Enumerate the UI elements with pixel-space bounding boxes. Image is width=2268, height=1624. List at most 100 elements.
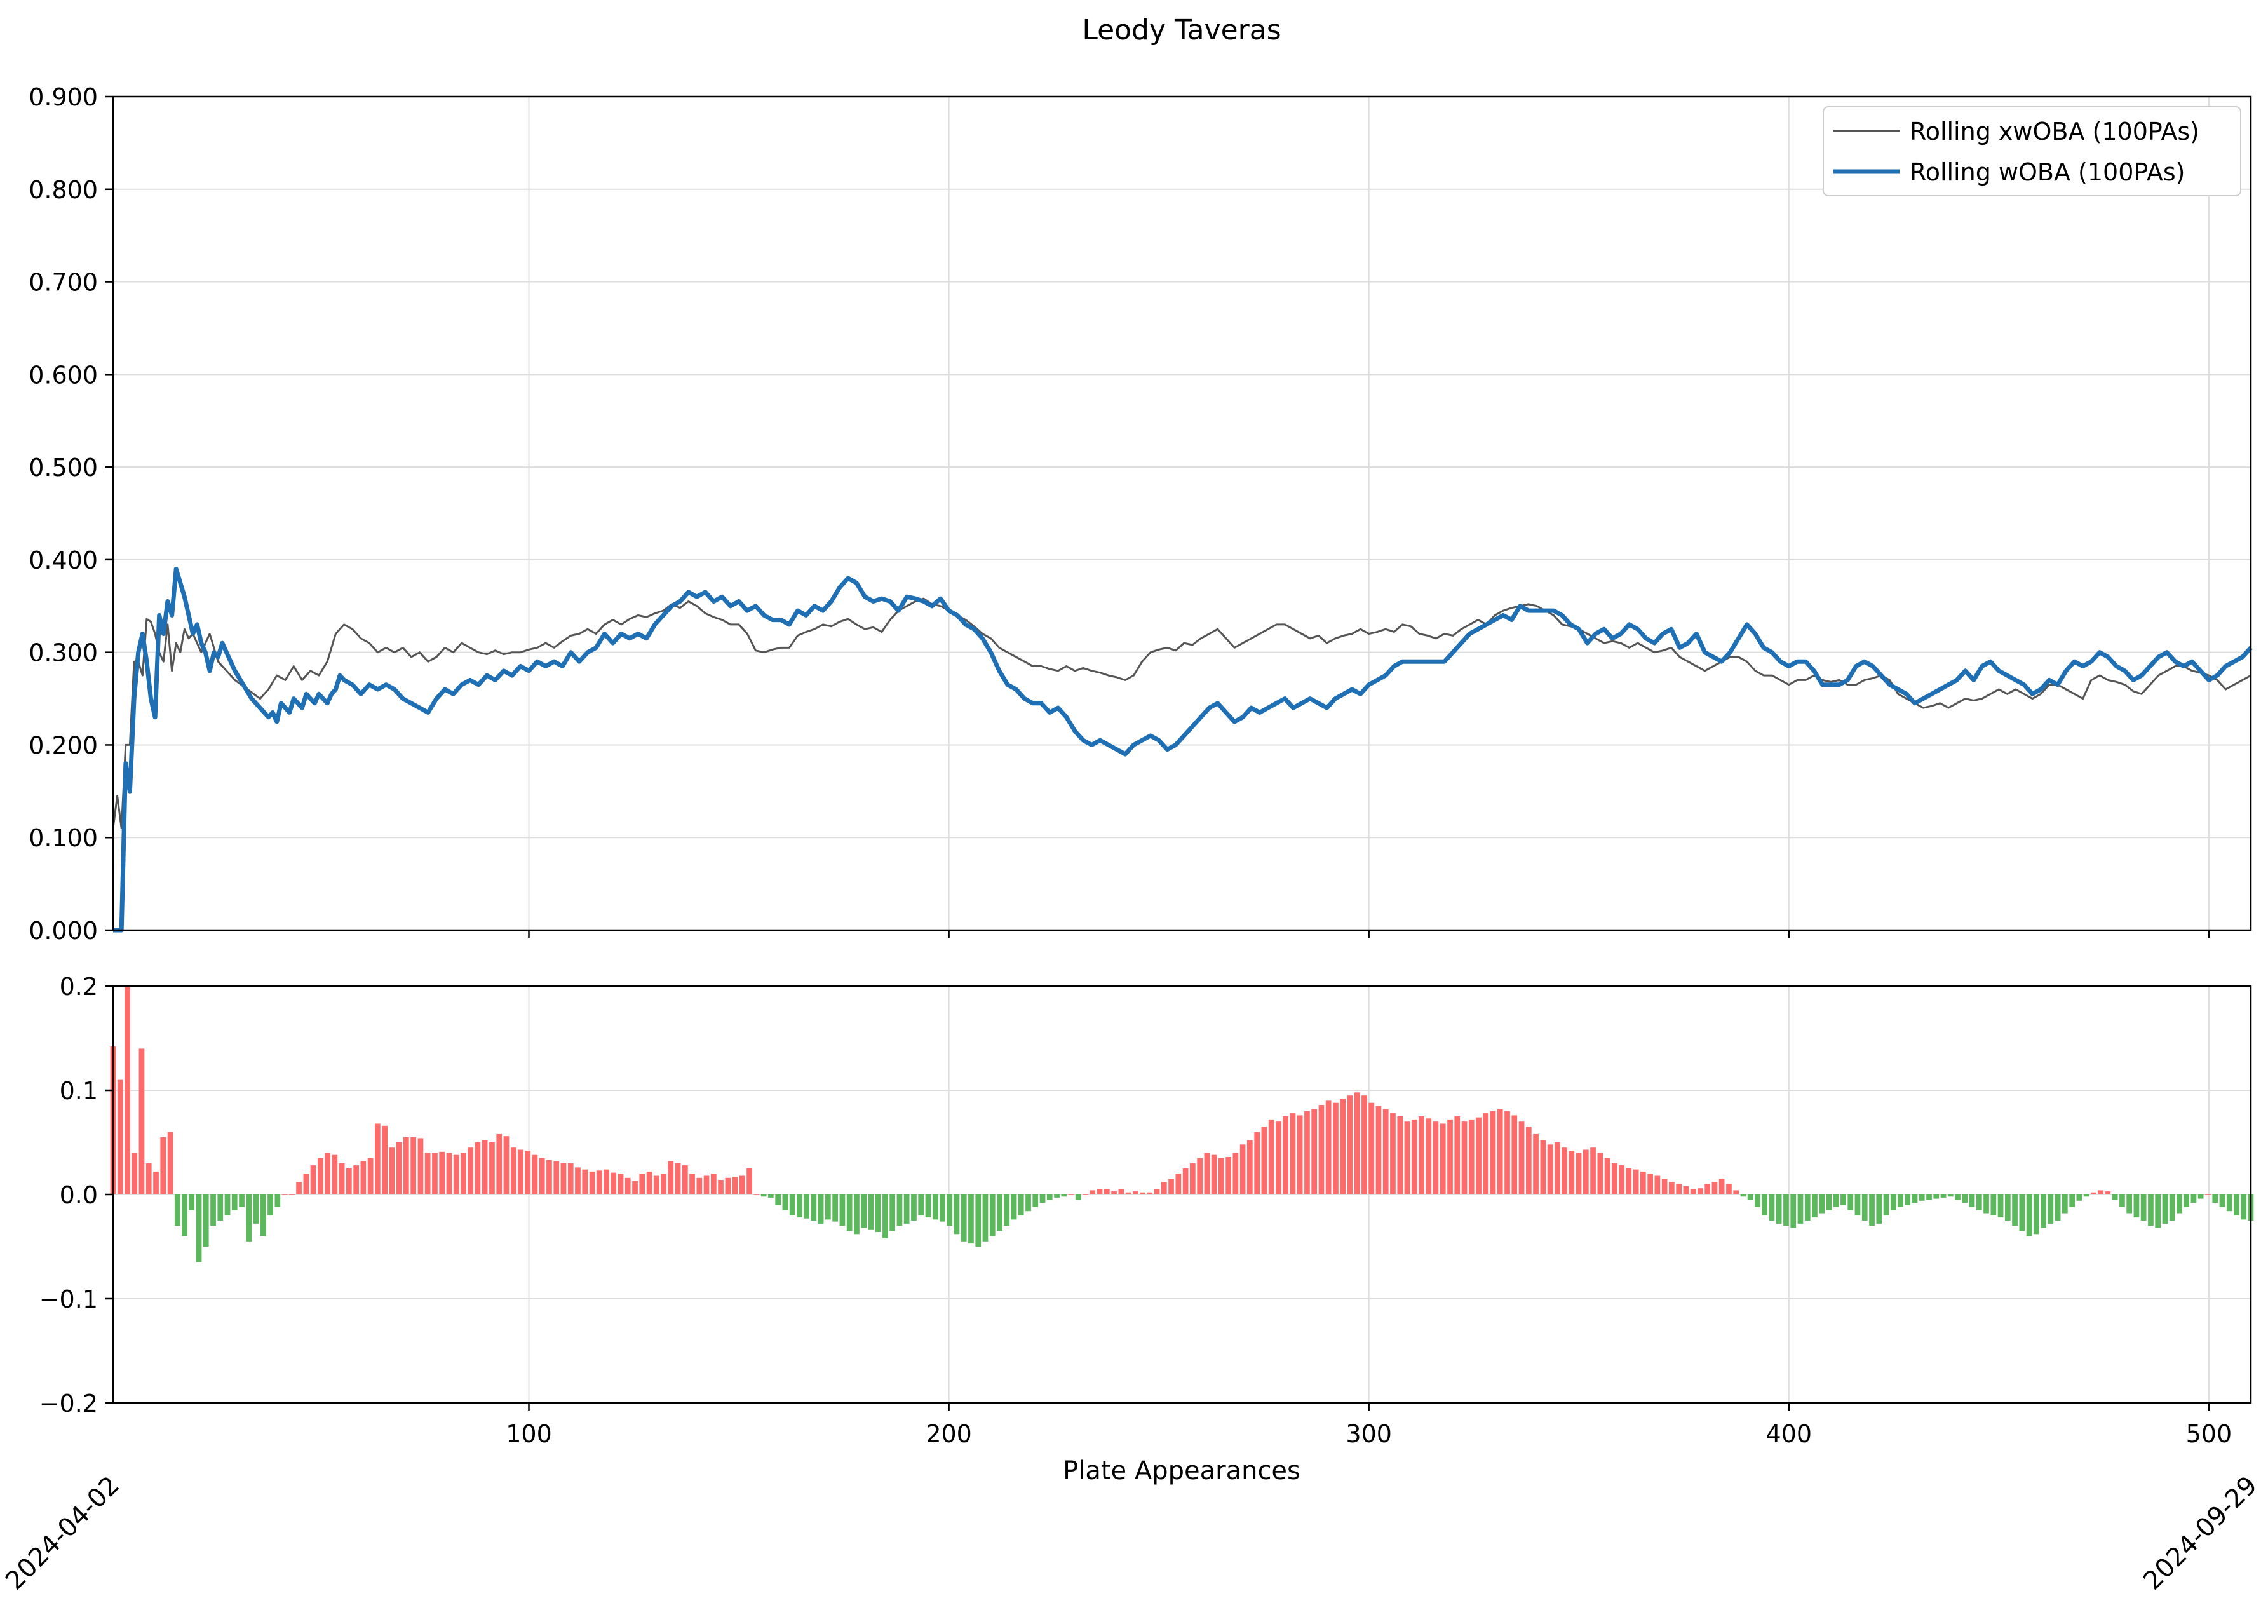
difference-bar bbox=[203, 1194, 209, 1247]
difference-bar bbox=[1819, 1194, 1825, 1214]
difference-bar bbox=[1726, 1184, 1732, 1194]
difference-bars bbox=[110, 987, 2254, 1262]
difference-bar bbox=[1762, 1194, 1767, 1215]
difference-bar bbox=[2126, 1194, 2132, 1214]
difference-bar bbox=[818, 1194, 824, 1224]
difference-bar bbox=[789, 1194, 795, 1215]
difference-bar bbox=[1211, 1154, 1217, 1194]
difference-bar bbox=[868, 1194, 874, 1230]
difference-bar bbox=[582, 1169, 588, 1194]
bottom-y-axis-ticks: 0.2 0.1 0.0 −0.1 −0.2 bbox=[39, 973, 113, 1418]
difference-bar bbox=[618, 1174, 624, 1194]
difference-bar bbox=[553, 1161, 560, 1194]
difference-bar bbox=[1197, 1158, 1203, 1194]
difference-bar bbox=[160, 1137, 166, 1194]
difference-bar bbox=[889, 1194, 895, 1231]
difference-bar bbox=[2177, 1194, 2182, 1214]
difference-bar bbox=[1118, 1189, 1124, 1194]
difference-bar bbox=[1190, 1163, 1196, 1194]
difference-bar bbox=[117, 1079, 123, 1194]
difference-bar bbox=[947, 1194, 953, 1226]
difference-bar bbox=[2026, 1194, 2032, 1236]
difference-bar bbox=[1411, 1119, 1417, 1194]
difference-bar bbox=[153, 1171, 159, 1194]
difference-bar bbox=[1168, 1179, 1174, 1194]
difference-bar bbox=[446, 1153, 452, 1194]
difference-bar bbox=[389, 1147, 395, 1194]
difference-bar bbox=[975, 1194, 982, 1247]
difference-bar bbox=[639, 1174, 645, 1194]
difference-bar bbox=[1347, 1095, 1353, 1194]
difference-bar bbox=[575, 1167, 581, 1194]
difference-bar bbox=[1490, 1111, 1496, 1194]
difference-bar bbox=[1626, 1168, 1632, 1194]
difference-bar bbox=[267, 1194, 273, 1215]
difference-bar bbox=[539, 1158, 545, 1194]
difference-bar bbox=[1790, 1194, 1797, 1228]
difference-bar bbox=[1454, 1116, 1461, 1194]
difference-bar bbox=[2148, 1194, 2154, 1226]
difference-bar bbox=[753, 1194, 760, 1195]
difference-bar bbox=[560, 1163, 567, 1194]
difference-bar bbox=[746, 1168, 752, 1194]
difference-bar bbox=[1647, 1174, 1653, 1194]
difference-bar bbox=[1461, 1121, 1468, 1194]
difference-bar bbox=[2205, 1194, 2211, 1195]
difference-bar bbox=[2105, 1191, 2111, 1194]
difference-bar bbox=[2119, 1194, 2125, 1207]
difference-bar bbox=[1997, 1194, 2004, 1218]
difference-bar bbox=[1797, 1194, 1804, 1224]
difference-bar bbox=[1533, 1133, 1539, 1194]
difference-bar bbox=[1898, 1194, 1903, 1207]
difference-bar bbox=[1661, 1179, 1668, 1194]
difference-bar bbox=[739, 1175, 745, 1194]
difference-bar bbox=[1011, 1194, 1017, 1220]
difference-bar bbox=[1933, 1194, 1940, 1199]
difference-bar bbox=[2169, 1194, 2175, 1221]
difference-bar bbox=[1276, 1121, 1281, 1194]
difference-bar bbox=[1404, 1121, 1410, 1194]
difference-bar bbox=[1676, 1184, 1682, 1194]
difference-bar bbox=[2012, 1194, 2018, 1226]
difference-bar bbox=[296, 1182, 302, 1194]
difference-bar bbox=[1419, 1116, 1424, 1194]
difference-bar bbox=[439, 1151, 445, 1194]
difference-bar bbox=[1540, 1140, 1546, 1194]
top-x-axis-ticks bbox=[528, 930, 2210, 938]
difference-bar bbox=[410, 1137, 416, 1194]
difference-bar bbox=[339, 1163, 345, 1194]
difference-bar bbox=[1175, 1174, 1182, 1194]
difference-bar bbox=[925, 1194, 931, 1218]
difference-bar bbox=[1526, 1127, 1532, 1194]
difference-bar bbox=[1833, 1194, 1839, 1207]
difference-bar bbox=[1947, 1194, 1954, 1197]
difference-bar bbox=[732, 1177, 738, 1194]
difference-bar bbox=[1504, 1111, 1510, 1194]
difference-bar bbox=[1182, 1168, 1189, 1194]
difference-bar bbox=[1604, 1158, 1610, 1194]
difference-bar bbox=[703, 1175, 710, 1194]
legend-box bbox=[1823, 106, 2241, 196]
difference-bar bbox=[1619, 1165, 1624, 1194]
difference-bar bbox=[1769, 1194, 1775, 1221]
top-y-tick-label: 0.700 bbox=[29, 269, 98, 297]
difference-bar bbox=[1097, 1189, 1103, 1194]
difference-bar bbox=[289, 1194, 295, 1195]
difference-bar bbox=[653, 1175, 659, 1194]
difference-bar bbox=[167, 1132, 173, 1194]
difference-bar bbox=[1497, 1109, 1503, 1194]
difference-bar bbox=[1290, 1113, 1296, 1194]
difference-bar bbox=[2241, 1194, 2247, 1220]
difference-bar bbox=[725, 1177, 731, 1194]
difference-bar bbox=[2083, 1194, 2089, 1197]
difference-bar bbox=[718, 1180, 724, 1194]
difference-bar bbox=[1883, 1194, 1889, 1215]
difference-bar bbox=[968, 1194, 974, 1244]
difference-bar bbox=[1704, 1184, 1710, 1194]
bottom-x-tick-label: 300 bbox=[1346, 1420, 1392, 1448]
difference-bar bbox=[932, 1194, 938, 1220]
difference-bar bbox=[1046, 1194, 1053, 1200]
difference-bar bbox=[646, 1171, 652, 1194]
difference-bar bbox=[896, 1194, 903, 1226]
difference-bar bbox=[1812, 1194, 1818, 1218]
